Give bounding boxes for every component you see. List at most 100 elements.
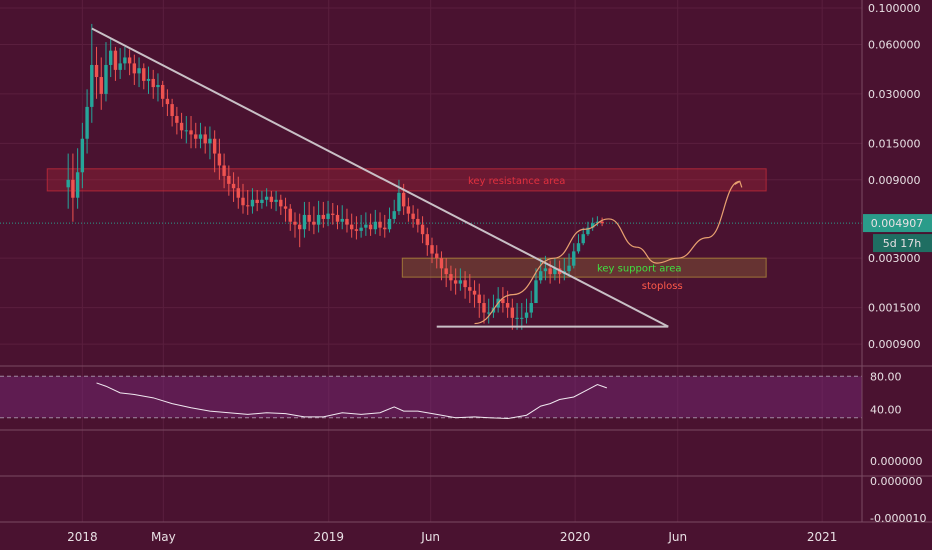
candle-body — [586, 227, 590, 235]
candle-body — [590, 223, 595, 228]
stoploss-label: stoploss — [642, 281, 683, 292]
resistance-zone — [46, 168, 767, 192]
support-zone — [401, 257, 767, 278]
candle-body — [420, 224, 425, 235]
candle-body — [453, 280, 458, 284]
candle-body — [316, 214, 321, 225]
time-tick-label: 2019 — [313, 530, 344, 544]
rsi-pane — [0, 375, 862, 420]
time-tick-label: May — [151, 530, 176, 544]
grid — [0, 0, 862, 522]
candle-body — [581, 234, 585, 244]
candle-body — [576, 243, 581, 252]
candle-body — [364, 224, 368, 228]
candle-body — [321, 214, 326, 219]
candle-body — [477, 294, 481, 304]
candle-body — [401, 192, 406, 207]
candle-body — [487, 312, 491, 314]
candle-body — [359, 227, 363, 231]
candle-body — [340, 218, 344, 222]
price-tick-label: 0.009000 — [868, 174, 921, 187]
candle-body — [411, 213, 415, 219]
candle-body — [524, 312, 529, 318]
candle-body — [335, 214, 340, 222]
indicator-tick-label: -0.000010 — [870, 512, 926, 525]
candle-body — [71, 179, 75, 198]
candle-body — [288, 208, 292, 222]
candle-body — [534, 280, 538, 304]
candle-body — [151, 78, 155, 88]
candle-body — [572, 251, 576, 266]
candle-body — [127, 57, 132, 64]
candle-body — [548, 268, 552, 275]
candle-body — [132, 63, 137, 74]
price-tick-label: 0.060000 — [868, 38, 921, 51]
candle-body — [326, 213, 330, 219]
candle-body — [236, 188, 240, 198]
candle-body — [137, 68, 141, 74]
candle-body — [246, 205, 250, 207]
candle-body — [373, 221, 378, 230]
candle-body — [312, 221, 316, 225]
price-axis: 0.100000 0.060000 0.030000 0.015000 0.009000… — [868, 2, 926, 525]
candle-body — [387, 218, 392, 230]
bar-countdown: 5d 17h — [883, 237, 921, 250]
projection-arrowhead — [734, 180, 743, 188]
candle-body — [170, 104, 174, 117]
candle-body — [113, 50, 118, 70]
candle-body — [104, 64, 108, 94]
time-tick-label: 2020 — [560, 530, 591, 544]
candle-body — [397, 192, 401, 212]
candle-body — [165, 98, 170, 105]
candle-body — [600, 221, 604, 224]
candle-body — [146, 78, 151, 81]
candle-body — [463, 280, 467, 288]
candle-body — [444, 268, 448, 275]
price-tick-label: 0.003000 — [868, 252, 921, 265]
candle-body — [175, 116, 179, 123]
candle-body — [283, 206, 288, 209]
candle-body — [425, 234, 429, 246]
rsi-band — [0, 376, 862, 418]
candle-body — [383, 227, 387, 230]
candle-body — [264, 196, 269, 200]
rsi-line — [96, 382, 608, 420]
candle-body — [378, 221, 382, 228]
candle-body — [468, 287, 472, 291]
candle-body — [529, 303, 533, 313]
candle-body — [194, 134, 198, 139]
candle-body — [482, 303, 486, 313]
candle-body — [279, 199, 283, 207]
price-tick-label: 0.030000 — [868, 88, 921, 101]
candle-body — [510, 307, 515, 318]
volume-tick-label: 0.000000 — [870, 455, 923, 468]
descending-trendline — [91, 27, 669, 328]
candle-body — [208, 138, 212, 144]
candle-body — [302, 214, 307, 230]
candle-body — [160, 84, 165, 99]
candle-body — [94, 64, 99, 78]
candle-body — [543, 268, 548, 272]
candle-body — [501, 298, 505, 304]
projection-path — [474, 180, 740, 325]
price-tick-label: 0.015000 — [868, 137, 921, 150]
candle-body — [80, 138, 85, 173]
candle-body — [255, 199, 259, 204]
candle-body — [123, 57, 127, 64]
candle-body — [198, 134, 203, 139]
candle-body — [184, 130, 189, 132]
candle-body — [435, 253, 439, 259]
candle-body — [241, 197, 245, 206]
candle-body — [307, 214, 311, 222]
last-price-value: 0.004907 — [871, 217, 924, 230]
candle-body — [349, 224, 354, 230]
candle-body — [156, 84, 160, 88]
candle-body — [368, 224, 373, 230]
indicator-tick-label: 0.000000 — [870, 475, 923, 488]
time-axis: 2018 May 2019 Jun 2020 Jun 2021 — [67, 530, 837, 544]
candle-body — [515, 317, 519, 319]
candle-body — [90, 64, 94, 107]
